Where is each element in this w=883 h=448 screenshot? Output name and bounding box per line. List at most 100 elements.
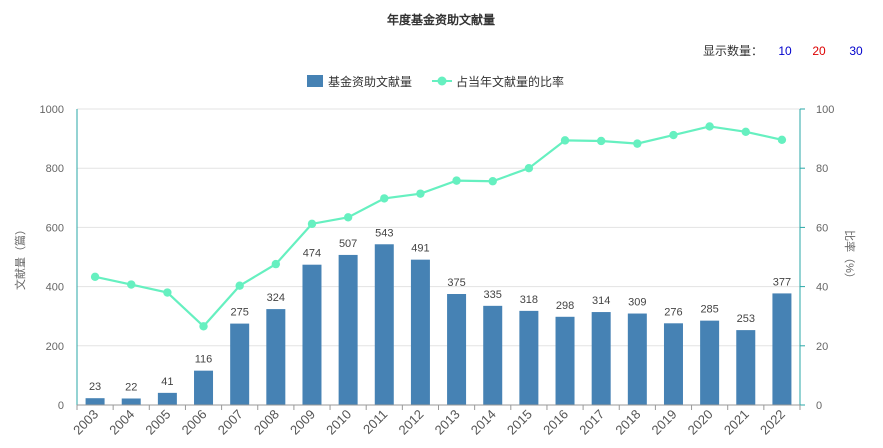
ratio-point[interactable] [741,127,750,136]
x-tick-label: 2017 [576,407,607,438]
legend-item-bar[interactable]: 基金资助文献量 [307,74,412,89]
ratio-point[interactable] [596,136,606,146]
ratio-point[interactable] [199,322,208,331]
x-tick-label: 2015 [504,407,535,438]
x-tick-label: 2022 [757,407,788,438]
bar[interactable] [700,320,720,405]
legend-item-line[interactable]: 占当年文献量的比率 [432,74,564,89]
bar-value-label: 276 [664,306,682,318]
y-axis-left: 0 200 400 600 800 1000 [40,104,78,412]
x-tick-label: 2003 [70,407,101,438]
x-tick-label: 2020 [685,407,716,438]
y-left-tick-label: 0 [58,400,64,412]
bar-value-label: 275 [230,307,248,319]
grid [77,108,800,347]
ratio-point[interactable] [633,139,642,148]
ratio-point[interactable] [235,281,244,290]
y-axis-right-title: 比率（%） [843,230,857,284]
bar-value-label: 314 [592,295,610,307]
bar-value-label: 318 [520,294,538,306]
x-tick-label: 2019 [649,407,680,438]
bar-value-label: 116 [195,354,213,366]
y-right-tick-label: 0 [816,400,822,412]
bar[interactable] [302,264,322,405]
ratio-point[interactable] [127,280,136,289]
bar[interactable] [230,323,250,405]
x-tick-label: 2016 [540,407,571,438]
ratio-point[interactable] [380,194,389,203]
display-count-option-30[interactable]: 30 [849,44,863,58]
bar-value-label: 285 [700,304,718,316]
bar[interactable] [772,293,792,405]
x-axis: 2003 2004 2005 2006 2007 2008 2009 2010 2011 2012… [70,404,801,438]
y-left-tick-label: 1000 [40,104,64,116]
bar[interactable] [194,370,214,405]
ratio-point[interactable] [452,176,461,185]
line-series [90,122,787,331]
bar-value-label: 377 [773,276,791,288]
legend-line-marker [437,76,447,86]
y-left-tick-label: 400 [46,282,64,294]
ratio-point[interactable] [90,272,100,282]
bar[interactable] [121,398,141,405]
bar-value-label: 474 [303,248,321,260]
bar[interactable] [410,259,430,405]
legend-bar-label: 基金资助文献量 [328,74,412,89]
bar-series [85,244,792,405]
bar-value-label: 253 [737,313,755,325]
bar[interactable] [157,392,177,405]
x-tick-label: 2018 [612,407,643,438]
bar-data-labels: 23 22 41 116 275 324 474 507 543 491 375 335 318 298 3… [89,227,791,393]
ratio-point[interactable] [524,164,534,173]
bar-value-label: 23 [89,381,101,393]
bar[interactable] [627,313,647,405]
x-tick-label: 2010 [323,407,354,438]
ratio-point[interactable] [488,177,497,186]
ratio-point[interactable] [343,213,353,222]
ratio-point[interactable] [777,135,787,144]
bar-value-label: 22 [125,381,137,393]
bar[interactable] [663,323,683,405]
bar[interactable] [555,316,575,405]
ratio-point[interactable] [416,189,425,198]
x-tick-label: 2021 [721,407,752,438]
bar[interactable] [266,309,286,405]
bar[interactable] [374,244,394,405]
bar[interactable] [591,312,611,405]
ratio-point[interactable] [669,130,678,140]
x-tick-label: 2007 [215,407,246,438]
bar-value-label: 543 [375,227,393,239]
x-tick-label: 2006 [179,407,210,438]
ratio-point[interactable] [560,136,570,145]
legend-bar-swatch [307,75,323,87]
bar[interactable] [338,254,358,405]
y-right-tick-label: 20 [816,341,828,353]
x-tick-label: 2005 [142,407,173,438]
chart-title: 年度基金资助文献量 [387,12,495,27]
ratio-point[interactable] [307,219,317,229]
y-left-tick-label: 800 [46,163,64,175]
bar[interactable] [736,330,756,405]
ratio-point[interactable] [163,288,172,297]
bar-value-label: 309 [628,297,646,309]
bar[interactable] [483,305,503,405]
y-right-tick-label: 100 [816,104,834,116]
ratio-point[interactable] [705,122,714,131]
bar-value-label: 507 [339,238,357,250]
display-count-option-10[interactable]: 10 [778,44,792,58]
bar[interactable] [85,398,105,405]
x-tick-label: 2013 [432,407,463,438]
x-tick-label: 2004 [106,407,137,438]
y-right-tick-label: 80 [816,163,828,175]
legend-line-label: 占当年文献量的比率 [456,74,564,89]
ratio-point[interactable] [271,259,281,269]
y-left-tick-label: 600 [46,222,64,234]
bar-value-label: 491 [411,243,429,255]
display-count-option-20[interactable]: 20 [812,44,826,58]
x-tick-label: 2009 [287,407,318,438]
bar[interactable] [519,310,539,405]
y-axis-left-title: 文献量（篇） [13,224,27,290]
bar[interactable] [447,294,467,405]
y-axis-right: 0 20 40 60 80 100 [799,104,834,412]
